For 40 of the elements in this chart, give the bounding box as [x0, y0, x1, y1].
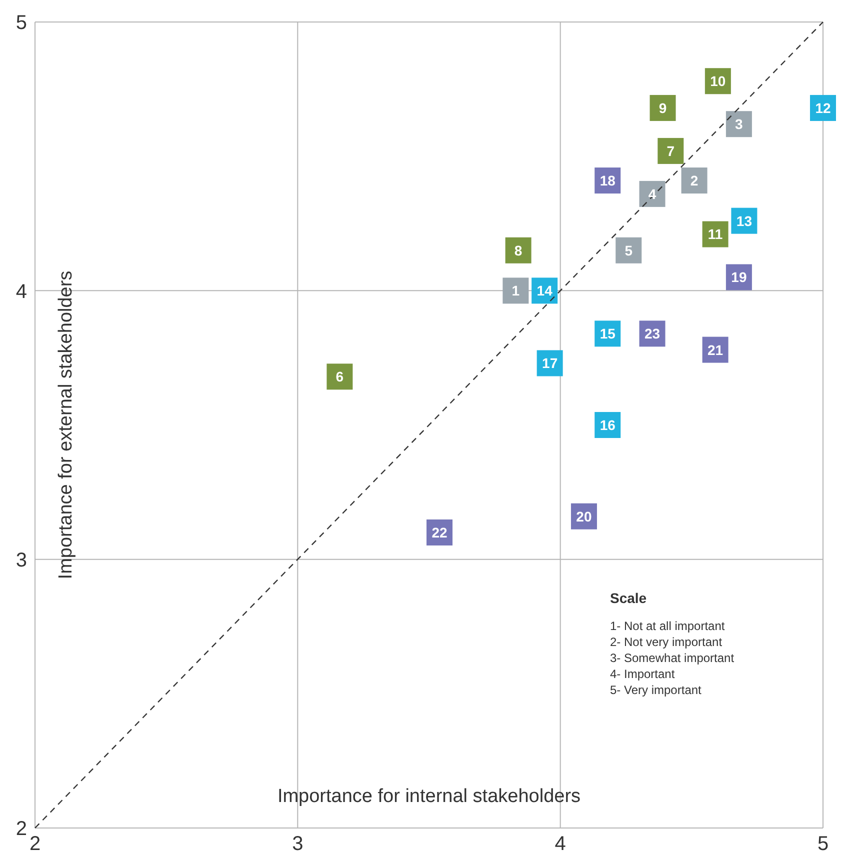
annotation: 8 [514, 242, 522, 258]
annotation: Scale [610, 590, 648, 606]
point [658, 138, 684, 164]
annotation: 7 [666, 142, 675, 159]
annotation: 23 [644, 326, 660, 342]
annotation: 5- Very important [610, 682, 702, 698]
annotation: 10 [710, 73, 726, 90]
annotation: 3- Somewhat important [610, 650, 734, 666]
annotation: 17 [542, 355, 558, 372]
annotation: 15 [600, 326, 616, 342]
annotation: 4 [648, 186, 656, 202]
annotation: 3 [735, 116, 744, 132]
y-tick-label: 3 [16, 549, 27, 572]
annotation: 1- Not at all important [610, 618, 726, 634]
annotation: 6 [336, 368, 344, 385]
y-tick-label: 2 [16, 818, 27, 840]
annotation: 2 [690, 172, 698, 189]
y-tick-label: 4 [16, 280, 27, 303]
x-tick-label: 3 [292, 833, 304, 856]
annotation: 16 [600, 417, 616, 433]
annotation: 5 [624, 242, 633, 258]
annotation: 22 [432, 524, 448, 540]
annotation: 4- Important [610, 666, 676, 682]
y-axis-title: Importance for external stakeholders [56, 270, 77, 580]
point [502, 278, 529, 304]
annotation: 14 [536, 282, 553, 299]
annotation: 9 [658, 100, 667, 116]
y-tick-label: 5 [16, 12, 27, 34]
x-axis-title: Importance for internal stakeholders [277, 786, 581, 807]
annotation: 2- Not very important [610, 634, 724, 650]
annotation: 19 [731, 269, 747, 286]
annotation: 18 [600, 172, 616, 189]
annotation: 21 [708, 342, 724, 358]
annotation: 12 [815, 100, 831, 116]
annotation: 20 [576, 508, 592, 524]
annotation: 11 [708, 226, 723, 242]
x-tick-label: 4 [554, 833, 566, 856]
x-tick-label: 5 [817, 833, 829, 856]
annotation: 13 [736, 212, 752, 229]
annotation: 1 [512, 282, 520, 299]
